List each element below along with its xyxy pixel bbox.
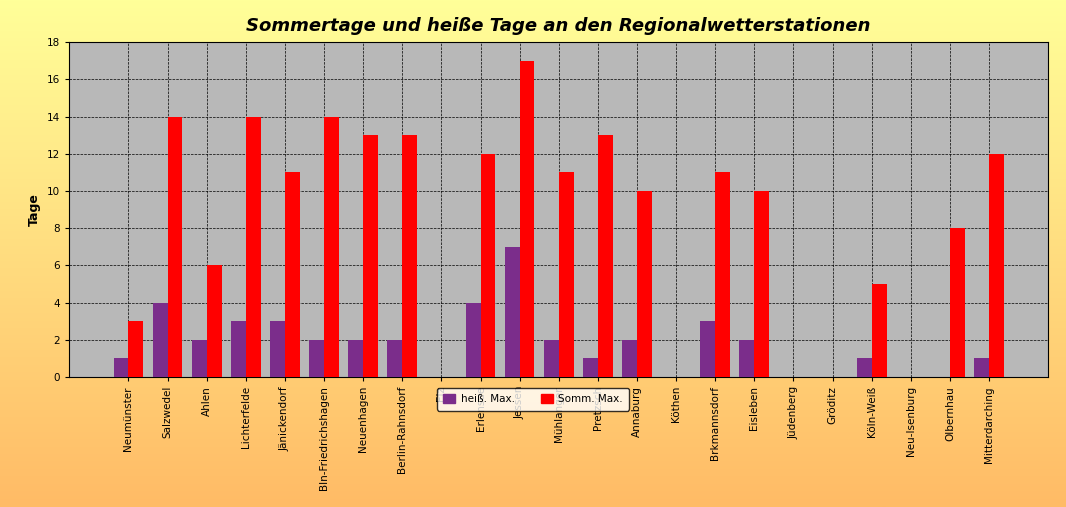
Bar — [950, 228, 965, 377]
Bar — [755, 191, 770, 377]
Bar — [207, 265, 222, 377]
Bar — [129, 321, 143, 377]
Bar — [637, 191, 651, 377]
Bar — [466, 303, 481, 377]
Bar — [114, 358, 129, 377]
Bar — [519, 61, 534, 377]
Bar — [857, 358, 872, 377]
Bar — [700, 321, 715, 377]
Bar — [364, 135, 378, 377]
Bar — [623, 340, 637, 377]
Bar — [481, 154, 496, 377]
Bar — [974, 358, 989, 377]
Bar — [544, 340, 559, 377]
Y-axis label: Tage: Tage — [29, 193, 42, 226]
Bar — [285, 172, 300, 377]
Bar — [152, 303, 167, 377]
Bar — [270, 321, 285, 377]
Bar — [583, 358, 598, 377]
Bar — [349, 340, 364, 377]
Bar — [324, 117, 339, 377]
Bar — [559, 172, 574, 377]
Bar — [167, 117, 182, 377]
Bar — [505, 247, 519, 377]
Bar — [989, 154, 1004, 377]
Bar — [309, 340, 324, 377]
Bar — [387, 340, 402, 377]
Bar — [715, 172, 730, 377]
Bar — [402, 135, 417, 377]
Bar — [231, 321, 246, 377]
Title: Sommertage und heiße Tage an den Regionalwetterstationen: Sommertage und heiße Tage an den Regiona… — [246, 17, 871, 35]
Bar — [740, 340, 755, 377]
Bar — [246, 117, 261, 377]
Bar — [192, 340, 207, 377]
Legend: heiß. Max., Somm. Max.: heiß. Max., Somm. Max. — [437, 388, 629, 411]
Bar — [872, 284, 887, 377]
Bar — [598, 135, 613, 377]
